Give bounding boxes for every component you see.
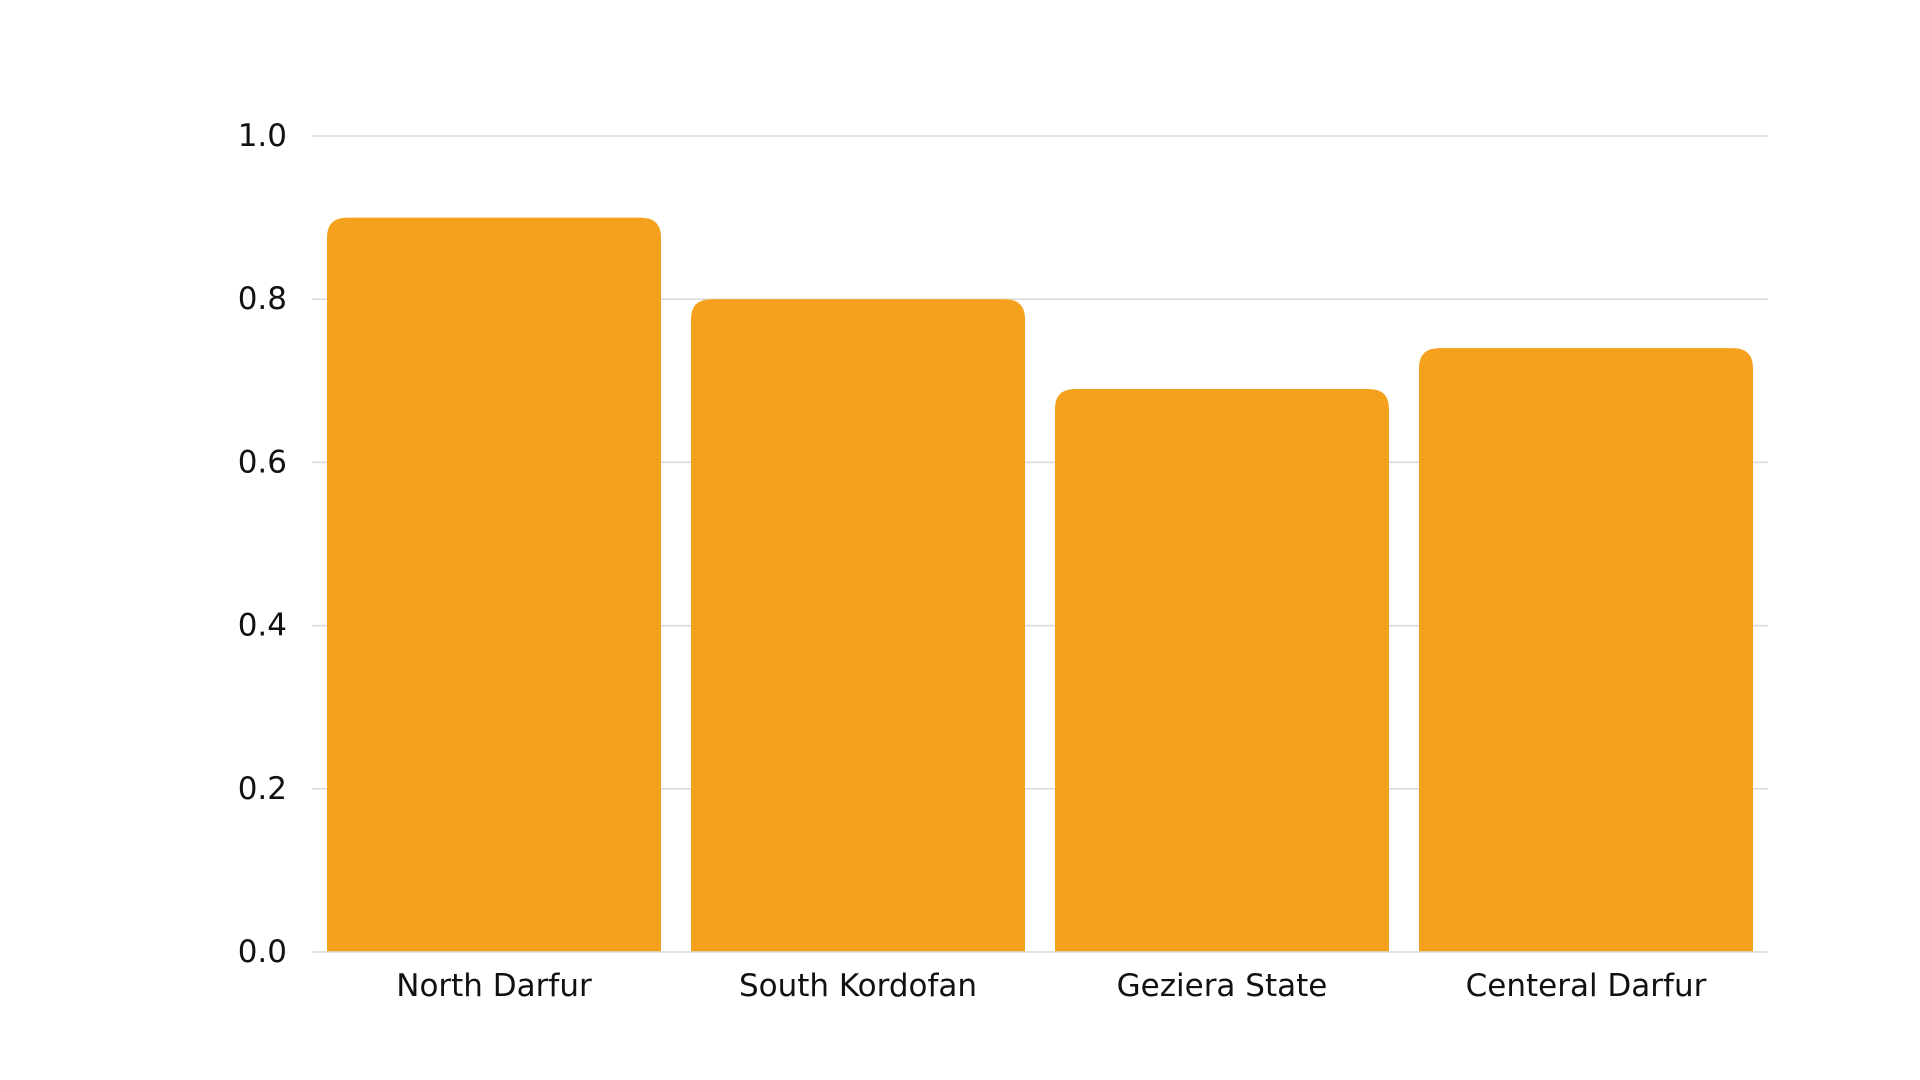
y-tick-label: 0.8 [238,281,287,317]
y-tick-label: 0.0 [238,934,287,970]
y-tick-label: 0.6 [238,444,287,480]
x-category-label: Centeral Darfur [1466,968,1707,1004]
y-axis-tick-labels: 0.0 0.2 0.4 0.6 0.8 1.0 [238,118,287,970]
y-tick-label: 0.4 [238,608,287,644]
bar-north-darfur [327,217,661,953]
bar-south-kordofan [691,299,1025,952]
bars [327,217,1753,953]
y-tick-label: 0.2 [238,771,287,807]
bar-centeral-darfur [1419,348,1753,952]
x-axis-category-labels: North Darfur South Kordofan Geziera State C… [396,968,1706,1004]
bar-geziera-state [1055,388,1389,953]
x-category-label: North Darfur [396,968,592,1004]
x-category-label: South Kordofan [739,968,977,1004]
y-tick-label: 1.0 [238,118,287,154]
x-category-label: Geziera State [1117,968,1328,1004]
